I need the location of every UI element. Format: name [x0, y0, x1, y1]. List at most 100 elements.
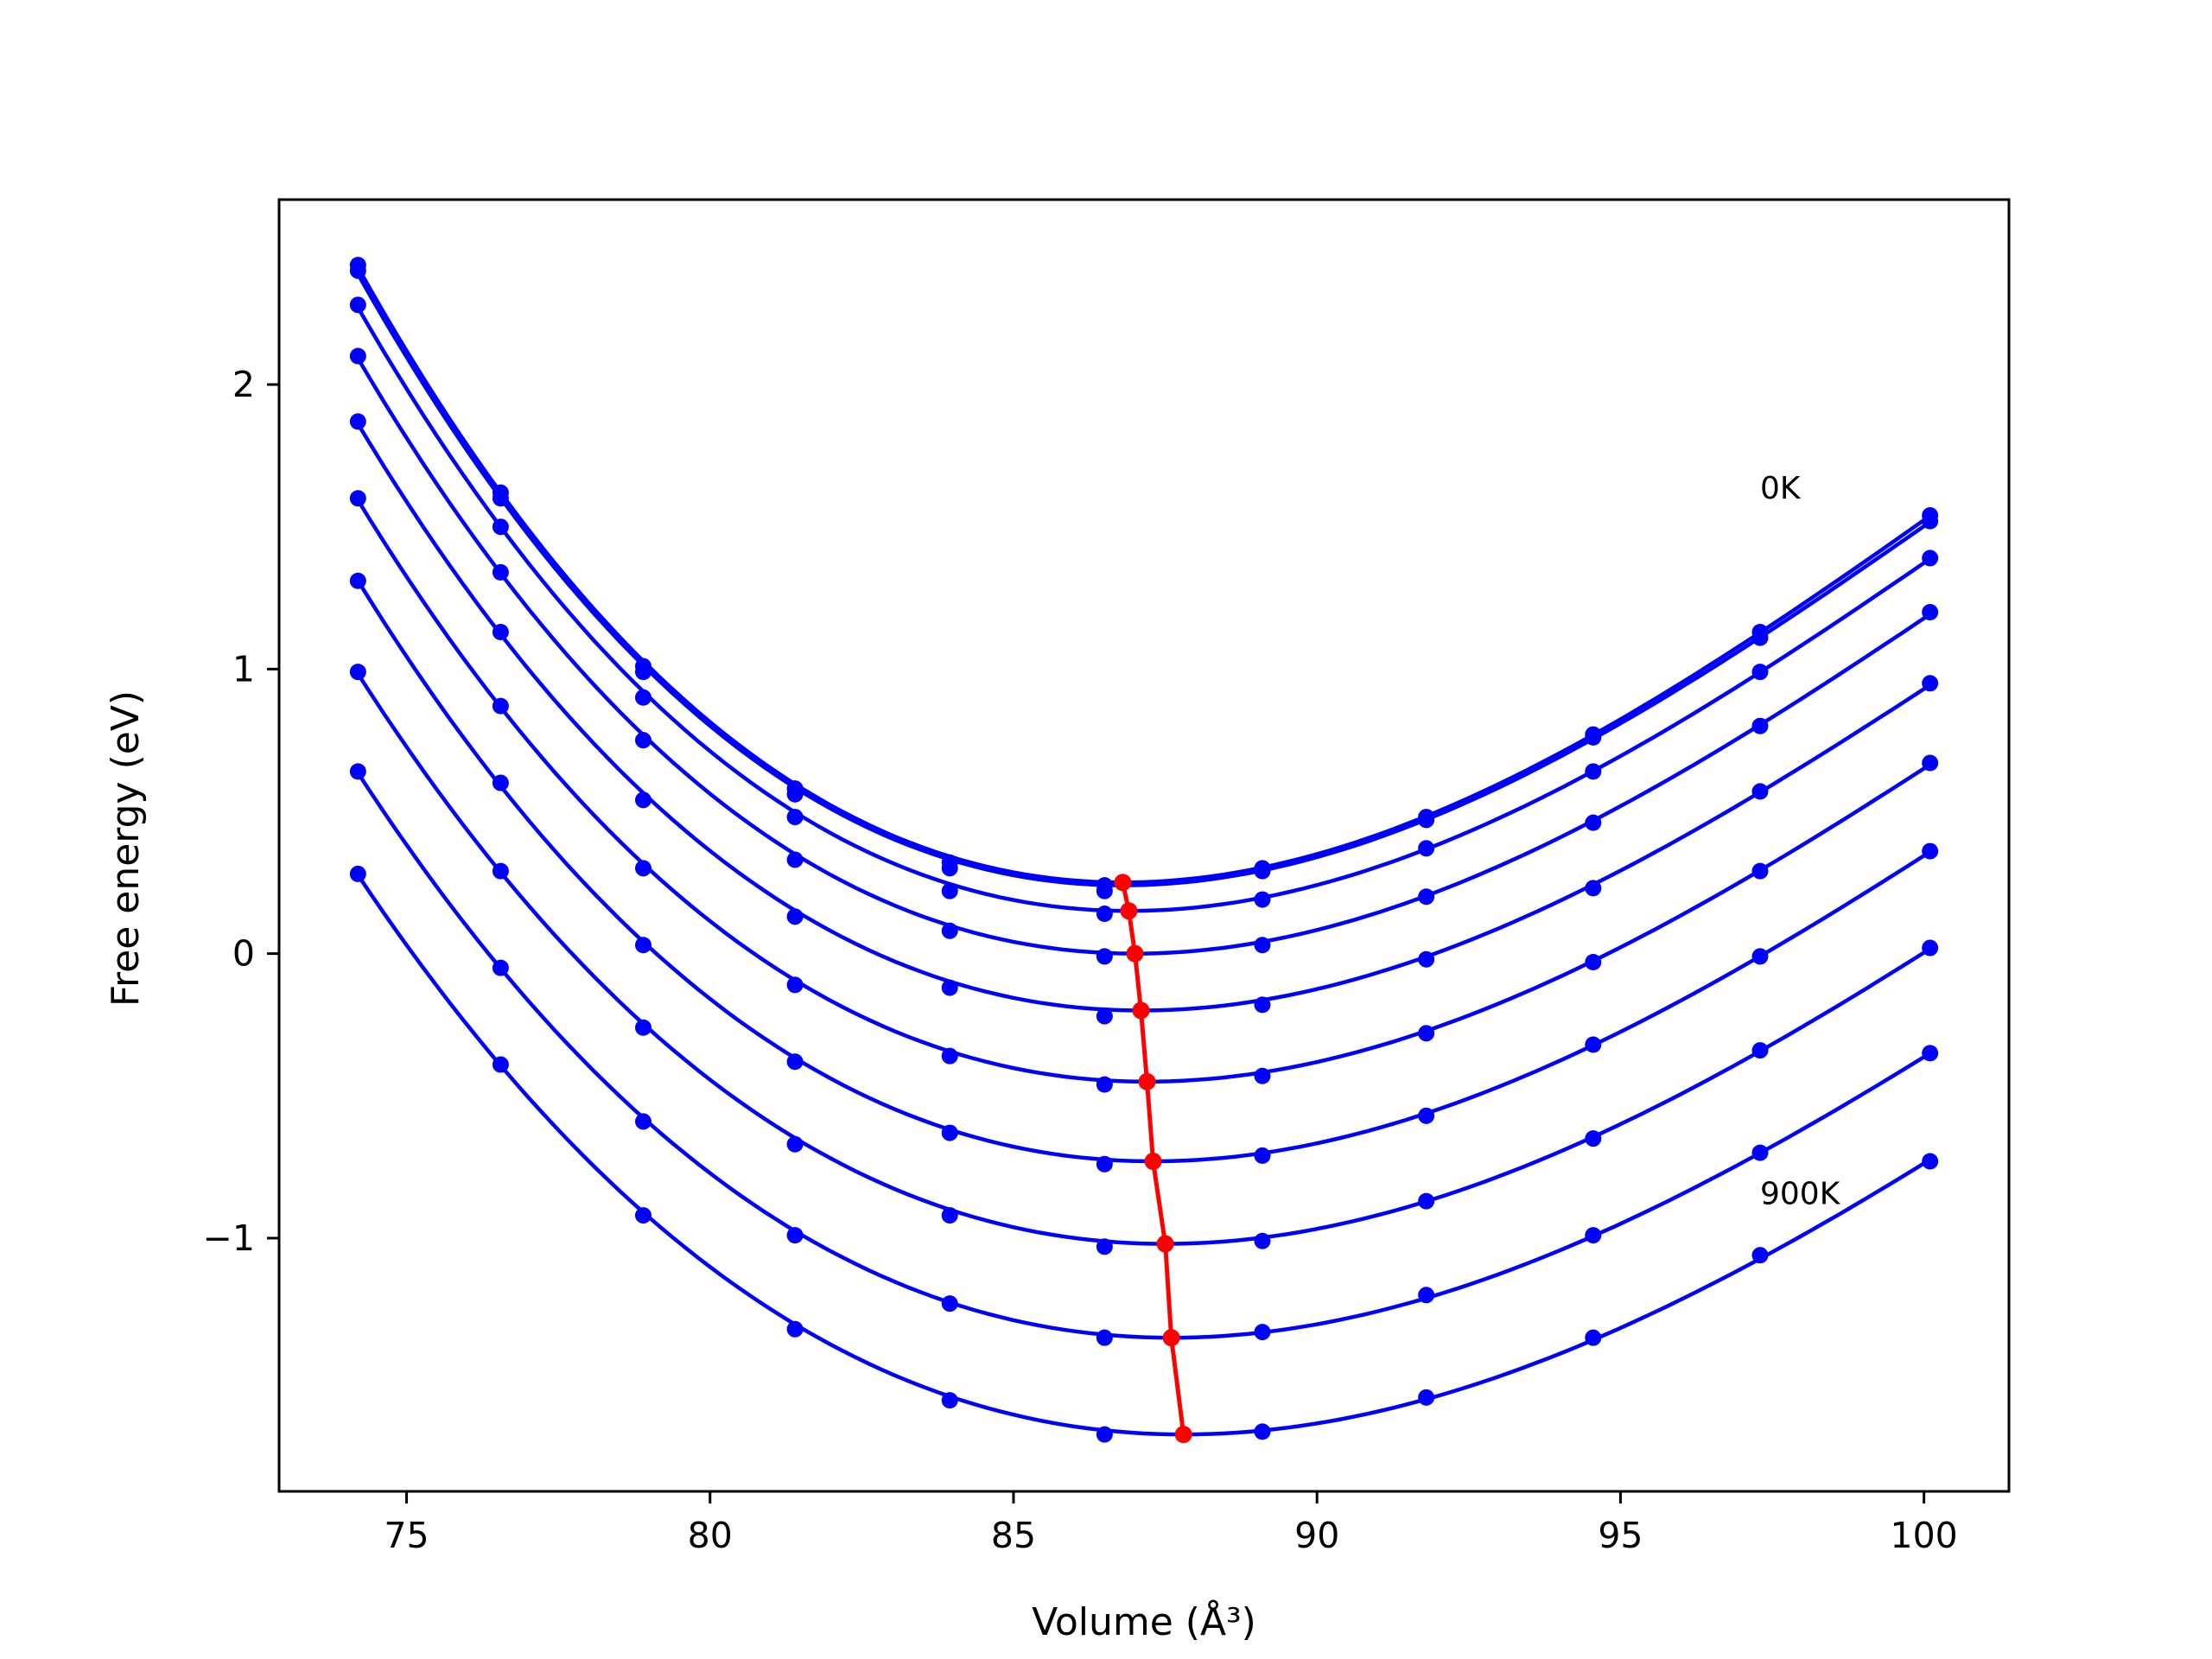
- data-point-8-10: [1922, 1045, 1939, 1062]
- x-tick-label-0: 75: [384, 1515, 429, 1556]
- x-tick-label-3: 90: [1294, 1515, 1339, 1556]
- free-energy-curve-0: [356, 266, 1931, 885]
- data-point-1-8: [1585, 728, 1602, 746]
- data-point-7-5: [1096, 1238, 1113, 1255]
- axis-ticks: 75 80 85 90 95 100 −1 0 1 2: [203, 364, 1958, 1556]
- data-point-5-0: [349, 490, 366, 507]
- data-point-3-8: [1585, 814, 1602, 831]
- data-point-1-1: [492, 490, 509, 507]
- data-point-5-7: [1418, 1025, 1435, 1042]
- data-point-2-7: [1418, 840, 1435, 857]
- equilibrium-point-6: [1156, 1235, 1174, 1253]
- annotations: 0K 900K: [1760, 471, 1841, 1212]
- data-point-7-8: [1585, 1130, 1602, 1147]
- data-point-6-0: [349, 572, 366, 589]
- data-point-9-4: [941, 1392, 958, 1409]
- data-point-4-5: [1096, 1007, 1113, 1025]
- data-point-2-9: [1751, 664, 1769, 681]
- data-point-4-0: [349, 413, 366, 430]
- free-energy-curve-6: [356, 580, 1931, 1164]
- data-point-3-5: [1096, 948, 1113, 965]
- data-point-9-6: [1254, 1423, 1271, 1440]
- y-tick-label-0: −1: [203, 1217, 255, 1259]
- data-point-8-7: [1418, 1287, 1435, 1304]
- data-point-1-4: [941, 860, 958, 877]
- data-point-4-4: [941, 979, 958, 996]
- data-point-5-2: [634, 860, 652, 877]
- y-tick-label-1: 0: [232, 933, 255, 975]
- data-point-5-3: [786, 976, 804, 994]
- data-point-8-2: [634, 1113, 652, 1130]
- data-point-9-0: [349, 865, 366, 882]
- annotation-0: 0K: [1760, 471, 1802, 506]
- data-point-4-7: [1418, 950, 1435, 968]
- data-point-2-10: [1922, 550, 1939, 567]
- data-point-7-3: [786, 1135, 804, 1153]
- data-point-2-3: [786, 809, 804, 826]
- data-point-4-1: [492, 624, 509, 641]
- data-point-8-9: [1751, 1144, 1769, 1161]
- data-point-5-1: [492, 697, 509, 715]
- equilibrium-point-1: [1120, 902, 1138, 920]
- equilibrium-point-4: [1138, 1072, 1156, 1090]
- equilibrium-point-7: [1162, 1329, 1180, 1347]
- axes-frame: [277, 198, 2011, 1493]
- data-point-2-5: [1096, 906, 1113, 923]
- annotation-1: 900K: [1760, 1176, 1841, 1211]
- free-energy-curve-1: [356, 273, 1931, 887]
- y-tick-label-3: 2: [232, 364, 255, 405]
- data-point-7-10: [1922, 939, 1939, 957]
- data-point-4-2: [634, 791, 652, 809]
- data-point-9-5: [1096, 1426, 1113, 1443]
- data-point-9-8: [1585, 1329, 1602, 1346]
- data-point-9-1: [492, 1056, 509, 1073]
- data-point-8-3: [786, 1227, 804, 1244]
- data-point-4-9: [1751, 783, 1769, 800]
- equilibrium-point-0: [1114, 874, 1132, 892]
- data-point-1-6: [1254, 862, 1271, 880]
- data-point-4-8: [1585, 880, 1602, 897]
- data-point-6-6: [1254, 1147, 1271, 1164]
- equilibrium-point-5: [1144, 1153, 1162, 1171]
- data-point-2-1: [492, 518, 509, 536]
- data-point-8-1: [492, 959, 509, 976]
- data-point-2-0: [349, 296, 366, 314]
- data-point-1-2: [634, 664, 652, 681]
- equilibrium-point-3: [1132, 1001, 1150, 1020]
- data-point-7-4: [941, 1207, 958, 1224]
- data-point-3-1: [492, 563, 509, 581]
- data-point-6-3: [786, 1053, 804, 1071]
- data-point-2-6: [1254, 891, 1271, 908]
- data-point-6-2: [634, 937, 652, 954]
- data-point-4-6: [1254, 996, 1271, 1014]
- data-point-7-1: [492, 862, 509, 880]
- data-point-8-4: [941, 1295, 958, 1313]
- data-point-6-8: [1585, 1036, 1602, 1053]
- data-point-6-5: [1096, 1155, 1113, 1173]
- data-point-9-3: [786, 1320, 804, 1338]
- data-point-4-3: [786, 908, 804, 925]
- data-point-7-0: [349, 664, 366, 681]
- data-point-9-9: [1751, 1247, 1769, 1264]
- data-point-6-9: [1751, 948, 1769, 965]
- y-tick-label-2: 1: [232, 648, 255, 690]
- free-energy-curve-9: [356, 874, 1931, 1437]
- equilibrium-point-8: [1174, 1426, 1192, 1444]
- data-point-3-4: [941, 922, 958, 939]
- data-point-6-1: [492, 774, 509, 791]
- data-point-8-6: [1254, 1324, 1271, 1341]
- data-point-7-6: [1254, 1232, 1271, 1249]
- data-point-1-7: [1418, 811, 1435, 829]
- data-point-3-2: [634, 732, 652, 749]
- free-energy-curve-8: [356, 772, 1931, 1340]
- equilibrium-point-2: [1126, 944, 1144, 963]
- plot-area: [349, 257, 1939, 1444]
- data-point-5-9: [1751, 862, 1769, 880]
- data-point-1-9: [1751, 629, 1769, 646]
- data-point-1-5: [1096, 882, 1113, 899]
- data-point-5-8: [1585, 954, 1602, 971]
- data-point-8-0: [349, 763, 366, 780]
- free-energy-curve-2: [356, 306, 1931, 913]
